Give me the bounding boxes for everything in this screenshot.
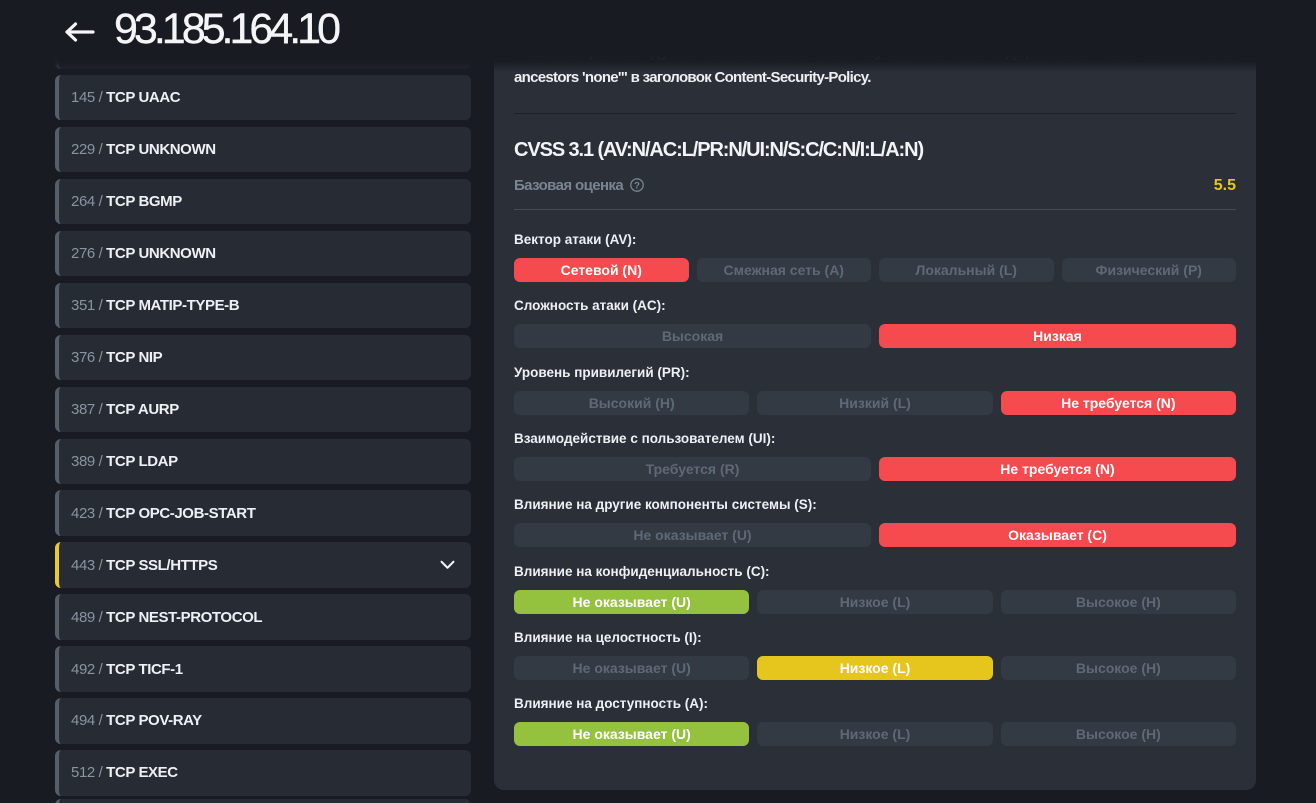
svg-text:?: ?	[634, 180, 640, 191]
